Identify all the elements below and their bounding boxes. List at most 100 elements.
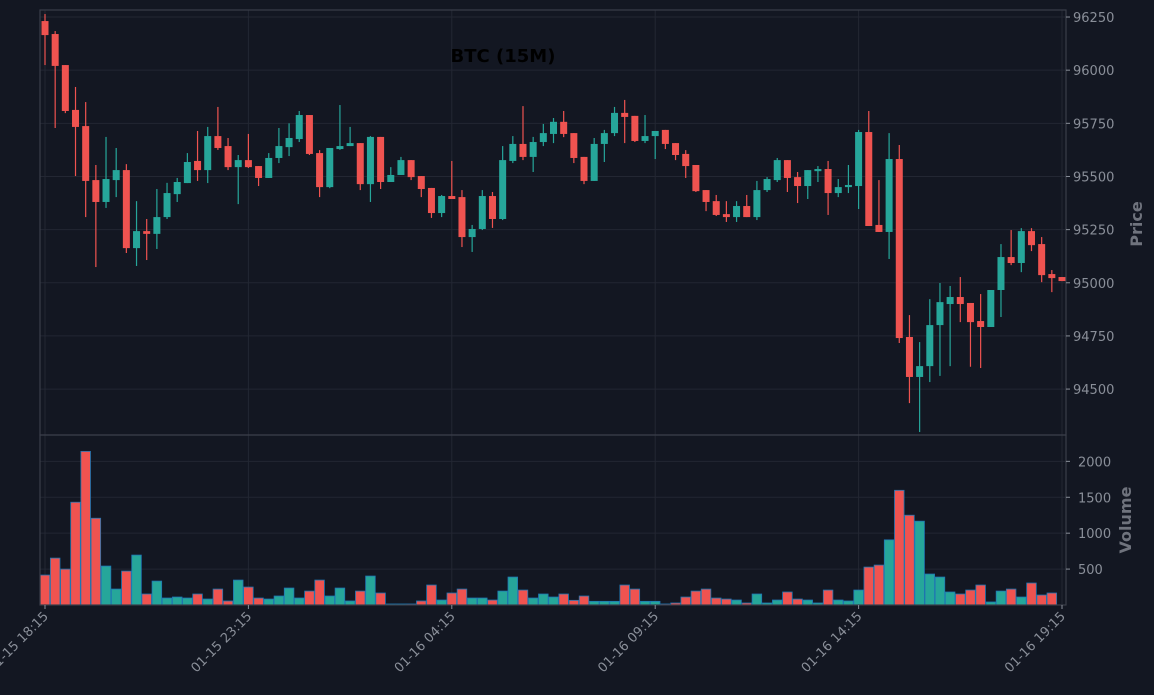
volume-bar [477,597,488,606]
volume-bar [680,596,691,606]
volume-bar [314,579,325,606]
volume-bar [497,590,508,606]
volume-bar [1016,596,1027,606]
volume-bar [833,599,844,606]
volume-bar [904,514,915,606]
time-tick-label: 01-16 14:15 [799,609,866,676]
volume-bar [416,600,427,606]
candle-body [631,115,639,141]
candle-body [1017,231,1025,264]
price-axis: 94500 94750 95000 95250 95500 95750 96000 96250 [1066,11,1114,398]
volume-bar [517,589,529,606]
candle-body [987,290,995,327]
volume-tick-label: 2000 [1078,455,1111,470]
candle-body [112,170,120,181]
volume-bar [161,597,173,606]
price-tick-label: 96250 [1073,11,1114,26]
candle-body [529,142,537,157]
price-tick-label: 95250 [1073,224,1114,239]
volume-bar [466,597,478,606]
volume-tick-label: 1500 [1078,491,1111,506]
candle-body [885,159,893,232]
candle-body [1038,244,1046,276]
candle-body [977,321,985,327]
candle-body [427,187,435,214]
candle-body [661,129,669,144]
candle-body [244,160,252,168]
time-tick-label: 01-16 04:15 [392,609,459,676]
volume-bar [711,597,722,606]
volume-tick-label: 500 [1078,563,1103,578]
candle-body [305,115,313,154]
candle-body [956,297,964,305]
candle-body [560,121,568,134]
volume-bar [751,593,763,606]
volume-bar [965,589,976,606]
time-tick-label: 01-15 18:15 [0,609,52,676]
candle-body [387,174,395,182]
candle-body [1048,274,1056,279]
candle-body [712,201,720,215]
volume-bar [822,589,834,606]
candle-body [204,136,212,171]
price-tick-label: 94500 [1073,383,1114,398]
volume-bar [212,588,224,606]
volume-bar [853,589,864,606]
volume-bar [243,586,254,606]
volume-bar [873,564,885,606]
volume-bar [60,568,71,606]
volume-bar [894,489,905,606]
volume-bar [355,590,366,606]
candle-body [1027,231,1035,246]
candle-body [478,196,486,229]
time-axis: 01-15 18:15 01-15 23:15 01-16 04:15 01-16 0… [0,605,1069,676]
candle-body [753,190,761,218]
volume-bar [782,591,793,606]
candle-body [194,160,202,171]
candle-body [61,65,69,111]
candle-body [621,112,629,117]
candle-body [611,112,619,134]
candle-body [804,170,812,187]
candle-body [122,170,130,249]
price-tick-label: 96000 [1073,64,1114,79]
volume-bar [507,576,519,606]
volume-bar [141,593,152,606]
candle-body [153,217,161,234]
volume-bar [944,591,956,606]
volume-bar [182,597,193,606]
candle-body [102,179,110,202]
candle-body [72,109,80,127]
candle-body [844,184,852,188]
candle-body [692,164,700,192]
volume-bar [283,587,295,606]
candle-body [865,132,873,227]
volume-bar [49,557,61,606]
price-axis-label: Price [1127,201,1146,247]
volume-bar [324,595,335,606]
volume-bar [792,598,803,606]
volume-bar [222,600,234,606]
candle-body [519,143,527,157]
volume-bar [721,598,732,606]
volume-bar [192,593,203,606]
time-tick-label: 01-16 09:15 [595,609,662,676]
candle-body [397,160,405,175]
time-tick-label: 01-16 19:15 [1002,609,1069,676]
candle-body [326,147,334,188]
candle-body [997,257,1005,291]
volume-bar [172,596,183,606]
candle-body [1007,257,1015,264]
volume-bar [863,566,874,606]
candle-body [499,160,507,219]
volume-bar [80,450,91,606]
volume-bar [883,539,895,606]
volume-bar [548,596,559,606]
volume-bar [436,599,447,606]
candle-body [733,206,741,218]
volume-bar [375,592,386,606]
candle-body [743,206,751,218]
candle-body [722,214,730,218]
volume-bar [110,588,122,606]
candle-body [356,143,364,185]
